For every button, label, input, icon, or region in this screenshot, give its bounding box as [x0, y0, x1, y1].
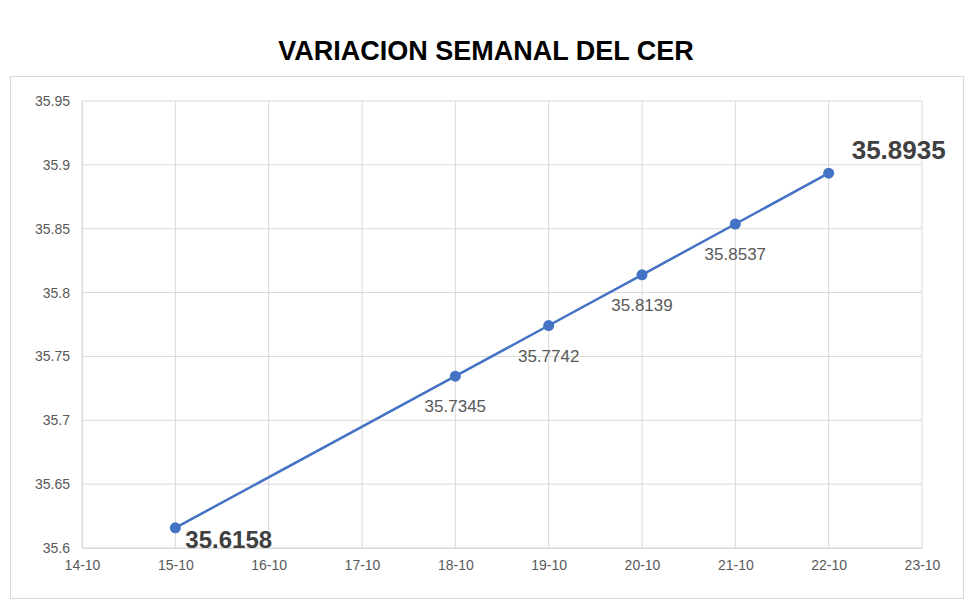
chart-border — [11, 77, 964, 599]
x-tick: 23-10 — [905, 548, 941, 573]
y-axis: 35.6 35.65 35.7 35.75 35.8 35.85 35.9 35.95 — [35, 93, 83, 556]
x-tick-label: 22-10 — [811, 557, 847, 573]
x-tick-label: 17-10 — [345, 557, 381, 573]
grid-line-x — [455, 101, 456, 548]
grid-line-y — [82, 164, 922, 165]
grid-line-y — [82, 292, 922, 293]
x-tick: 20-10 — [625, 548, 661, 573]
title: VARIACION SEMANAL DEL CER — [278, 36, 694, 66]
y-tick: 35.95 — [35, 93, 82, 109]
x-tick-label: 15-10 — [158, 557, 194, 573]
x-tick: 18-10 — [438, 548, 474, 573]
y-tick-label: 35.75 — [35, 348, 70, 364]
data-label: 35.8935 — [852, 135, 946, 165]
y-tick-label: 35.8 — [43, 285, 70, 301]
x-tick: 21-10 — [718, 548, 754, 573]
data-labels: 35.6158 35.7345 35.7742 35.8139 35.8537 35.89… — [185, 135, 945, 553]
grid-line-x — [175, 101, 176, 548]
grid-line-y — [82, 101, 922, 102]
plot: 14-10 15-10 16-10 17-10 18-10 19-10 20-10 21-10… — [35, 93, 946, 573]
grid-line-x — [268, 101, 269, 548]
y-tick: 35.7 — [43, 412, 82, 428]
x-tick-label: 23-10 — [905, 557, 941, 573]
y-tick-label: 35.7 — [43, 412, 70, 428]
marker — [637, 269, 648, 280]
x-tick: 17-10 — [345, 548, 381, 573]
marker — [543, 320, 554, 331]
line — [175, 173, 828, 528]
data-label: 35.7742 — [518, 347, 579, 366]
x-tick-label: 16-10 — [251, 557, 287, 573]
y-tick-label: 35.6 — [43, 540, 70, 556]
y-tick-label: 35.85 — [35, 221, 70, 237]
y-tick: 35.9 — [43, 157, 82, 173]
grid — [82, 101, 922, 548]
grid-line-x — [82, 101, 83, 548]
grid-line-y — [82, 356, 922, 357]
x-tick-label: 19-10 — [531, 557, 567, 573]
marker — [730, 218, 741, 229]
y-tick-label: 35.9 — [43, 157, 70, 173]
x-tick-label: 18-10 — [438, 557, 474, 573]
y-axis-line — [82, 102, 83, 549]
x-tick-label: 21-10 — [718, 557, 754, 573]
marker — [823, 168, 834, 179]
grid-line-x — [735, 101, 736, 548]
grid-line-x — [922, 101, 923, 548]
data-label: 35.8139 — [611, 296, 672, 315]
marker — [450, 371, 461, 382]
x-tick: 22-10 — [811, 548, 847, 573]
grid-line-y — [82, 484, 922, 485]
grid-line-x — [362, 101, 363, 548]
grid-line-x — [642, 101, 643, 548]
x-tick: 19-10 — [531, 548, 567, 573]
x-tick-label: 20-10 — [625, 557, 661, 573]
series — [170, 168, 834, 534]
y-tick: 35.75 — [35, 348, 82, 364]
data-label: 35.7345 — [425, 397, 486, 416]
grid-line-y — [82, 420, 922, 421]
marker — [170, 522, 181, 533]
y-tick-label: 35.95 — [35, 93, 70, 109]
y-tick: 35.65 — [35, 476, 82, 492]
y-tick: 35.8 — [43, 285, 82, 301]
data-label: 35.6158 — [185, 526, 272, 553]
y-tick: 35.6 — [43, 540, 82, 556]
y-tick: 35.85 — [35, 221, 82, 237]
x-tick-label: 14-10 — [65, 557, 101, 573]
data-label: 35.8537 — [705, 245, 766, 264]
grid-line-y — [82, 228, 922, 229]
chart: VARIACION SEMANAL DEL CER 14-10 15-10 16-10… — [0, 0, 972, 604]
y-tick-label: 35.65 — [35, 476, 70, 492]
